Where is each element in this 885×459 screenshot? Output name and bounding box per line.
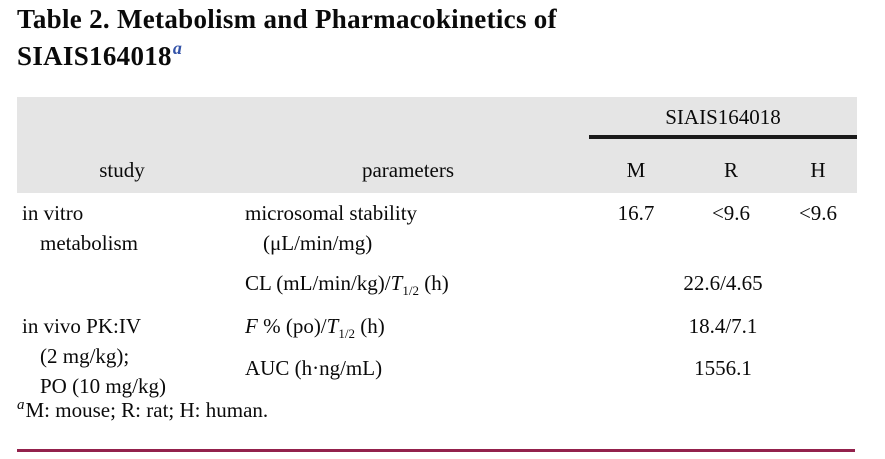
- group-header-siais164018: SIAIS164018: [589, 97, 857, 139]
- merged-value-cell: 22.6/4.65: [589, 265, 857, 308]
- param-cell-microsomal-stability: microsomal stability (μL/min/mg): [227, 193, 589, 265]
- study-label: in vitro metabolism: [22, 201, 138, 255]
- param-label-post: (h): [418, 271, 449, 295]
- metabolism-pk-table: SIAIS164018 study parameters M R H in vi…: [17, 97, 857, 415]
- table-row: in vitro metabolism microsomal stability…: [17, 193, 857, 308]
- col-header-m: M: [589, 137, 683, 193]
- value-cell-m: 16.7: [589, 193, 683, 265]
- table-title-text: Table 2. Metabolism and Pharmacokinetics…: [17, 4, 557, 71]
- study-cell-in-vivo-pk: in vivo PK:IV (2 mg/kg); PO (10 mg/kg): [17, 307, 227, 415]
- param-subscript: 1/2: [402, 283, 419, 299]
- footnote-text: M: mouse; R: rat; H: human.: [25, 398, 269, 422]
- param-label: CL (mL/min/kg)/: [245, 271, 391, 295]
- group-header-spacer: [17, 97, 589, 137]
- value-cell-r: <9.6: [683, 193, 779, 265]
- param-label: % (po)/: [257, 314, 327, 339]
- merged-value-cell: 1556.1: [589, 350, 857, 415]
- col-header-r: R: [683, 137, 779, 193]
- param-subscript: 1/2: [338, 326, 355, 342]
- table-row: AUC (h·ng/mL) 1556.1: [17, 350, 857, 415]
- merged-value-cell: 18.4/7.1: [589, 307, 857, 351]
- pk-table: SIAIS164018 study parameters M R H in vi…: [17, 97, 857, 415]
- table-row: in vivo PK:IV (2 mg/kg); PO (10 mg/kg) F…: [17, 307, 857, 415]
- bottom-divider-rule: [17, 449, 855, 452]
- title-footnote-marker: a: [172, 38, 183, 58]
- param-label-post: (h): [354, 314, 385, 339]
- param-label: AUC (h·ng/mL): [245, 356, 383, 381]
- param-italic-t: T: [326, 314, 339, 339]
- param-cell-f-t12: F % (po)/T1/2 (h): [227, 307, 589, 351]
- col-header-parameters: parameters: [227, 137, 589, 193]
- col-header-h: H: [779, 137, 857, 193]
- param-label: microsomal stability (μL/min/mg): [245, 201, 418, 255]
- param-italic-f: F: [245, 314, 258, 339]
- group-header-row: SIAIS164018: [17, 97, 857, 139]
- param-cell-cl-t12: CL (mL/min/kg)/T1/2 (h): [227, 265, 589, 308]
- param-italic-t: T: [390, 271, 403, 295]
- table-row: CL (mL/min/kg)/T1/2 (h) 22.6/4.65: [17, 265, 857, 308]
- col-header-study: study: [17, 137, 227, 193]
- table-footnote: aM: mouse; R: rat; H: human.: [17, 395, 268, 428]
- footnote-marker: a: [17, 397, 25, 413]
- column-header-row: study parameters M R H: [17, 137, 857, 193]
- param-cell-auc: AUC (h·ng/mL): [227, 350, 589, 415]
- page-title: Table 2. Metabolism and Pharmacokinetics…: [17, 1, 677, 78]
- value-cell-h: <9.6: [779, 193, 857, 265]
- study-cell-in-vitro: in vitro metabolism: [17, 193, 227, 308]
- study-label: in vivo PK:IV (2 mg/kg); PO (10 mg/kg): [22, 314, 166, 399]
